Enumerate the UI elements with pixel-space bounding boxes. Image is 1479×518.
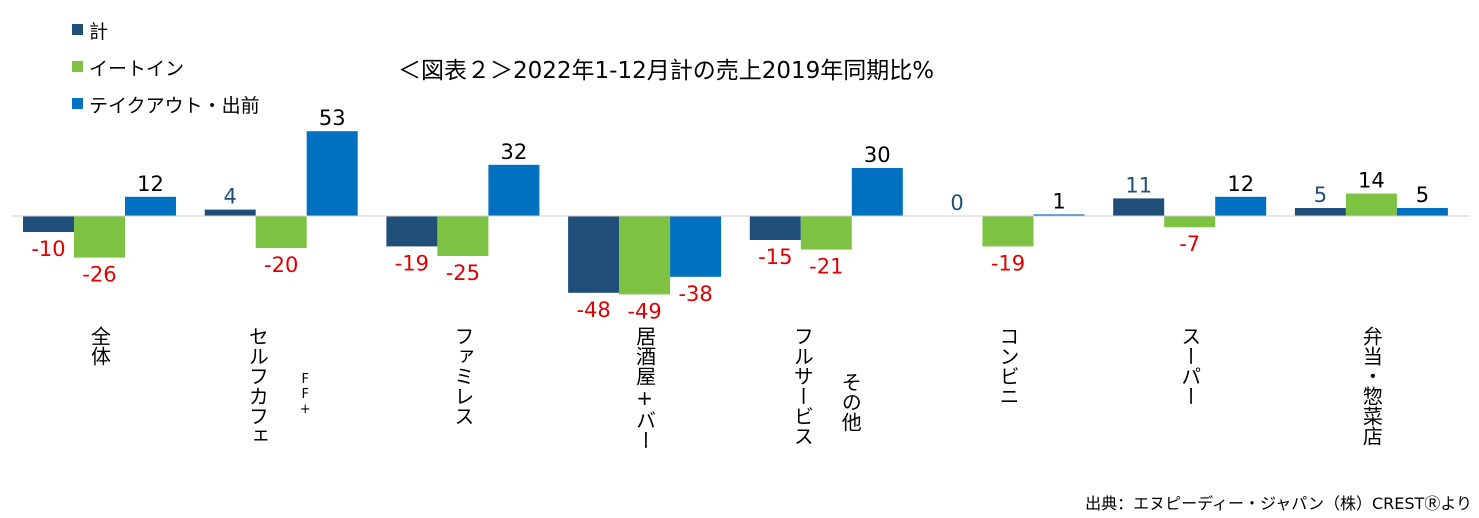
value-label-2-2: 32 [501,140,528,164]
bar-3-2 [670,216,722,277]
category-label-4-1: その他 [838,372,862,432]
bar-6-2 [1215,196,1267,216]
value-label-1-2: 53 [319,106,346,130]
value-label-5-1: -19 [991,251,1025,275]
bar-0-1 [74,216,125,258]
category-label-0-0: 全体 [88,326,112,366]
value-label-6-0: 11 [1125,173,1152,197]
legend-label-0: 計 [89,21,108,43]
bar-5-2 [1033,214,1085,216]
bar-4-0 [749,216,801,240]
value-label-6-2: 12 [1227,172,1254,196]
value-label-0-0: -10 [31,237,65,261]
value-label-4-1: -21 [809,255,843,279]
bar-4-2 [851,168,903,216]
value-label-0-1: -26 [82,263,116,287]
bar-2-2 [488,164,540,216]
bar-0-2 [125,196,176,216]
category-label-1-0: セルフカフェ [245,326,269,446]
category-label-5-0: コンビニ [996,326,1020,406]
bar-0-0 [23,216,74,232]
source-note: 出典：エヌピーディー・ジャパン（株）CRESTⓇより [1085,494,1472,513]
value-label-4-0: -15 [758,245,792,269]
value-label-5-2: 1 [1052,189,1065,213]
chart-title: ＜図表２＞2022年1-12月計の売上2019年同期比% [398,58,934,84]
bar-3-0 [568,216,620,293]
bar-2-1 [437,216,489,256]
legend-swatch-0 [72,24,83,35]
legend-label-2: テイクアウト・出前 [89,95,260,117]
legend-label-1: イートイン [89,58,184,80]
value-labels: -10 -26 12 4 -20 53 -19 -25 32 -48 -49 -38 -15 -21 30 0… [31,106,1429,323]
value-label-7-1: 14 [1358,169,1385,193]
value-label-7-2: 5 [1416,183,1429,207]
bar-2-0 [386,216,438,247]
category-label-4-0: フルサービス [790,326,814,446]
value-label-0-2: 12 [137,172,164,196]
value-label-2-1: -25 [446,261,480,285]
bar-3-1 [619,216,671,295]
bar-6-0 [1113,198,1165,216]
bar-7-1 [1345,193,1397,216]
bars [23,131,1448,295]
category-label-3-0: 居酒屋+バー [633,326,657,450]
bar-4-1 [800,216,852,250]
value-label-1-1: -20 [264,253,298,277]
value-label-7-0: 5 [1314,183,1327,207]
category-label-6-0: スーパー [1178,326,1202,406]
value-label-6-1: -7 [1179,232,1200,256]
legend-swatch-1 [72,61,83,72]
bar-7-2 [1396,208,1448,216]
value-label-2-0: -19 [395,251,429,275]
value-label-4-2: 30 [864,143,891,167]
bar-6-1 [1164,216,1216,228]
value-label-3-1: -49 [627,299,661,323]
bar-1-1 [255,216,307,248]
category-label-1-1: FF+ [298,372,313,417]
value-label-1-0: 4 [224,185,237,209]
bar-1-0 [204,209,256,216]
value-label-5-0: 0 [950,191,963,215]
value-label-3-2: -38 [678,282,712,306]
category-labels: 全体 セルフカフェ FF+ ファミレス 居酒屋+バー フルサービス その他 コンビニ スーパー 弁… [88,326,1384,450]
category-label-7-0: 弁当・惣菜店 [1359,326,1383,446]
bar-5-1 [982,216,1034,247]
legend-swatch-2 [72,98,83,109]
bar-1-2 [306,131,358,216]
category-label-2-0: ファミレス [451,326,475,426]
bar-7-0 [1294,208,1346,216]
value-label-3-0: -48 [576,298,610,322]
